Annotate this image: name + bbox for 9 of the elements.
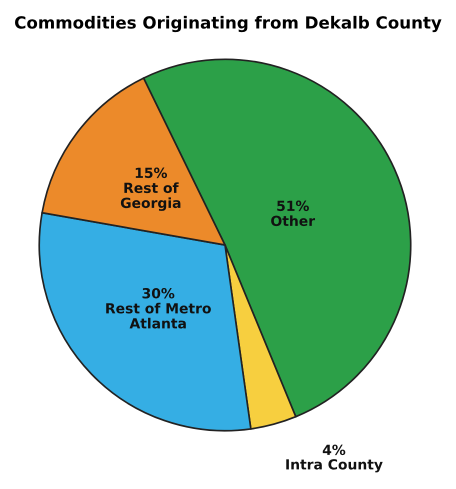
data-label: 30% [142, 288, 174, 299]
data-label: 51% [277, 200, 309, 212]
slice-label: Rest of Georgia [120, 182, 180, 211]
slice-label: Rest of Metro Atlanta [106, 302, 211, 329]
slice-label: Other [271, 215, 316, 226]
data-label: 4% [322, 444, 346, 456]
chart-title: Commodities Originating from Dekalb County [15, 16, 442, 32]
slice-label: Intra County [286, 459, 383, 472]
data-label: 15% [136, 168, 168, 178]
